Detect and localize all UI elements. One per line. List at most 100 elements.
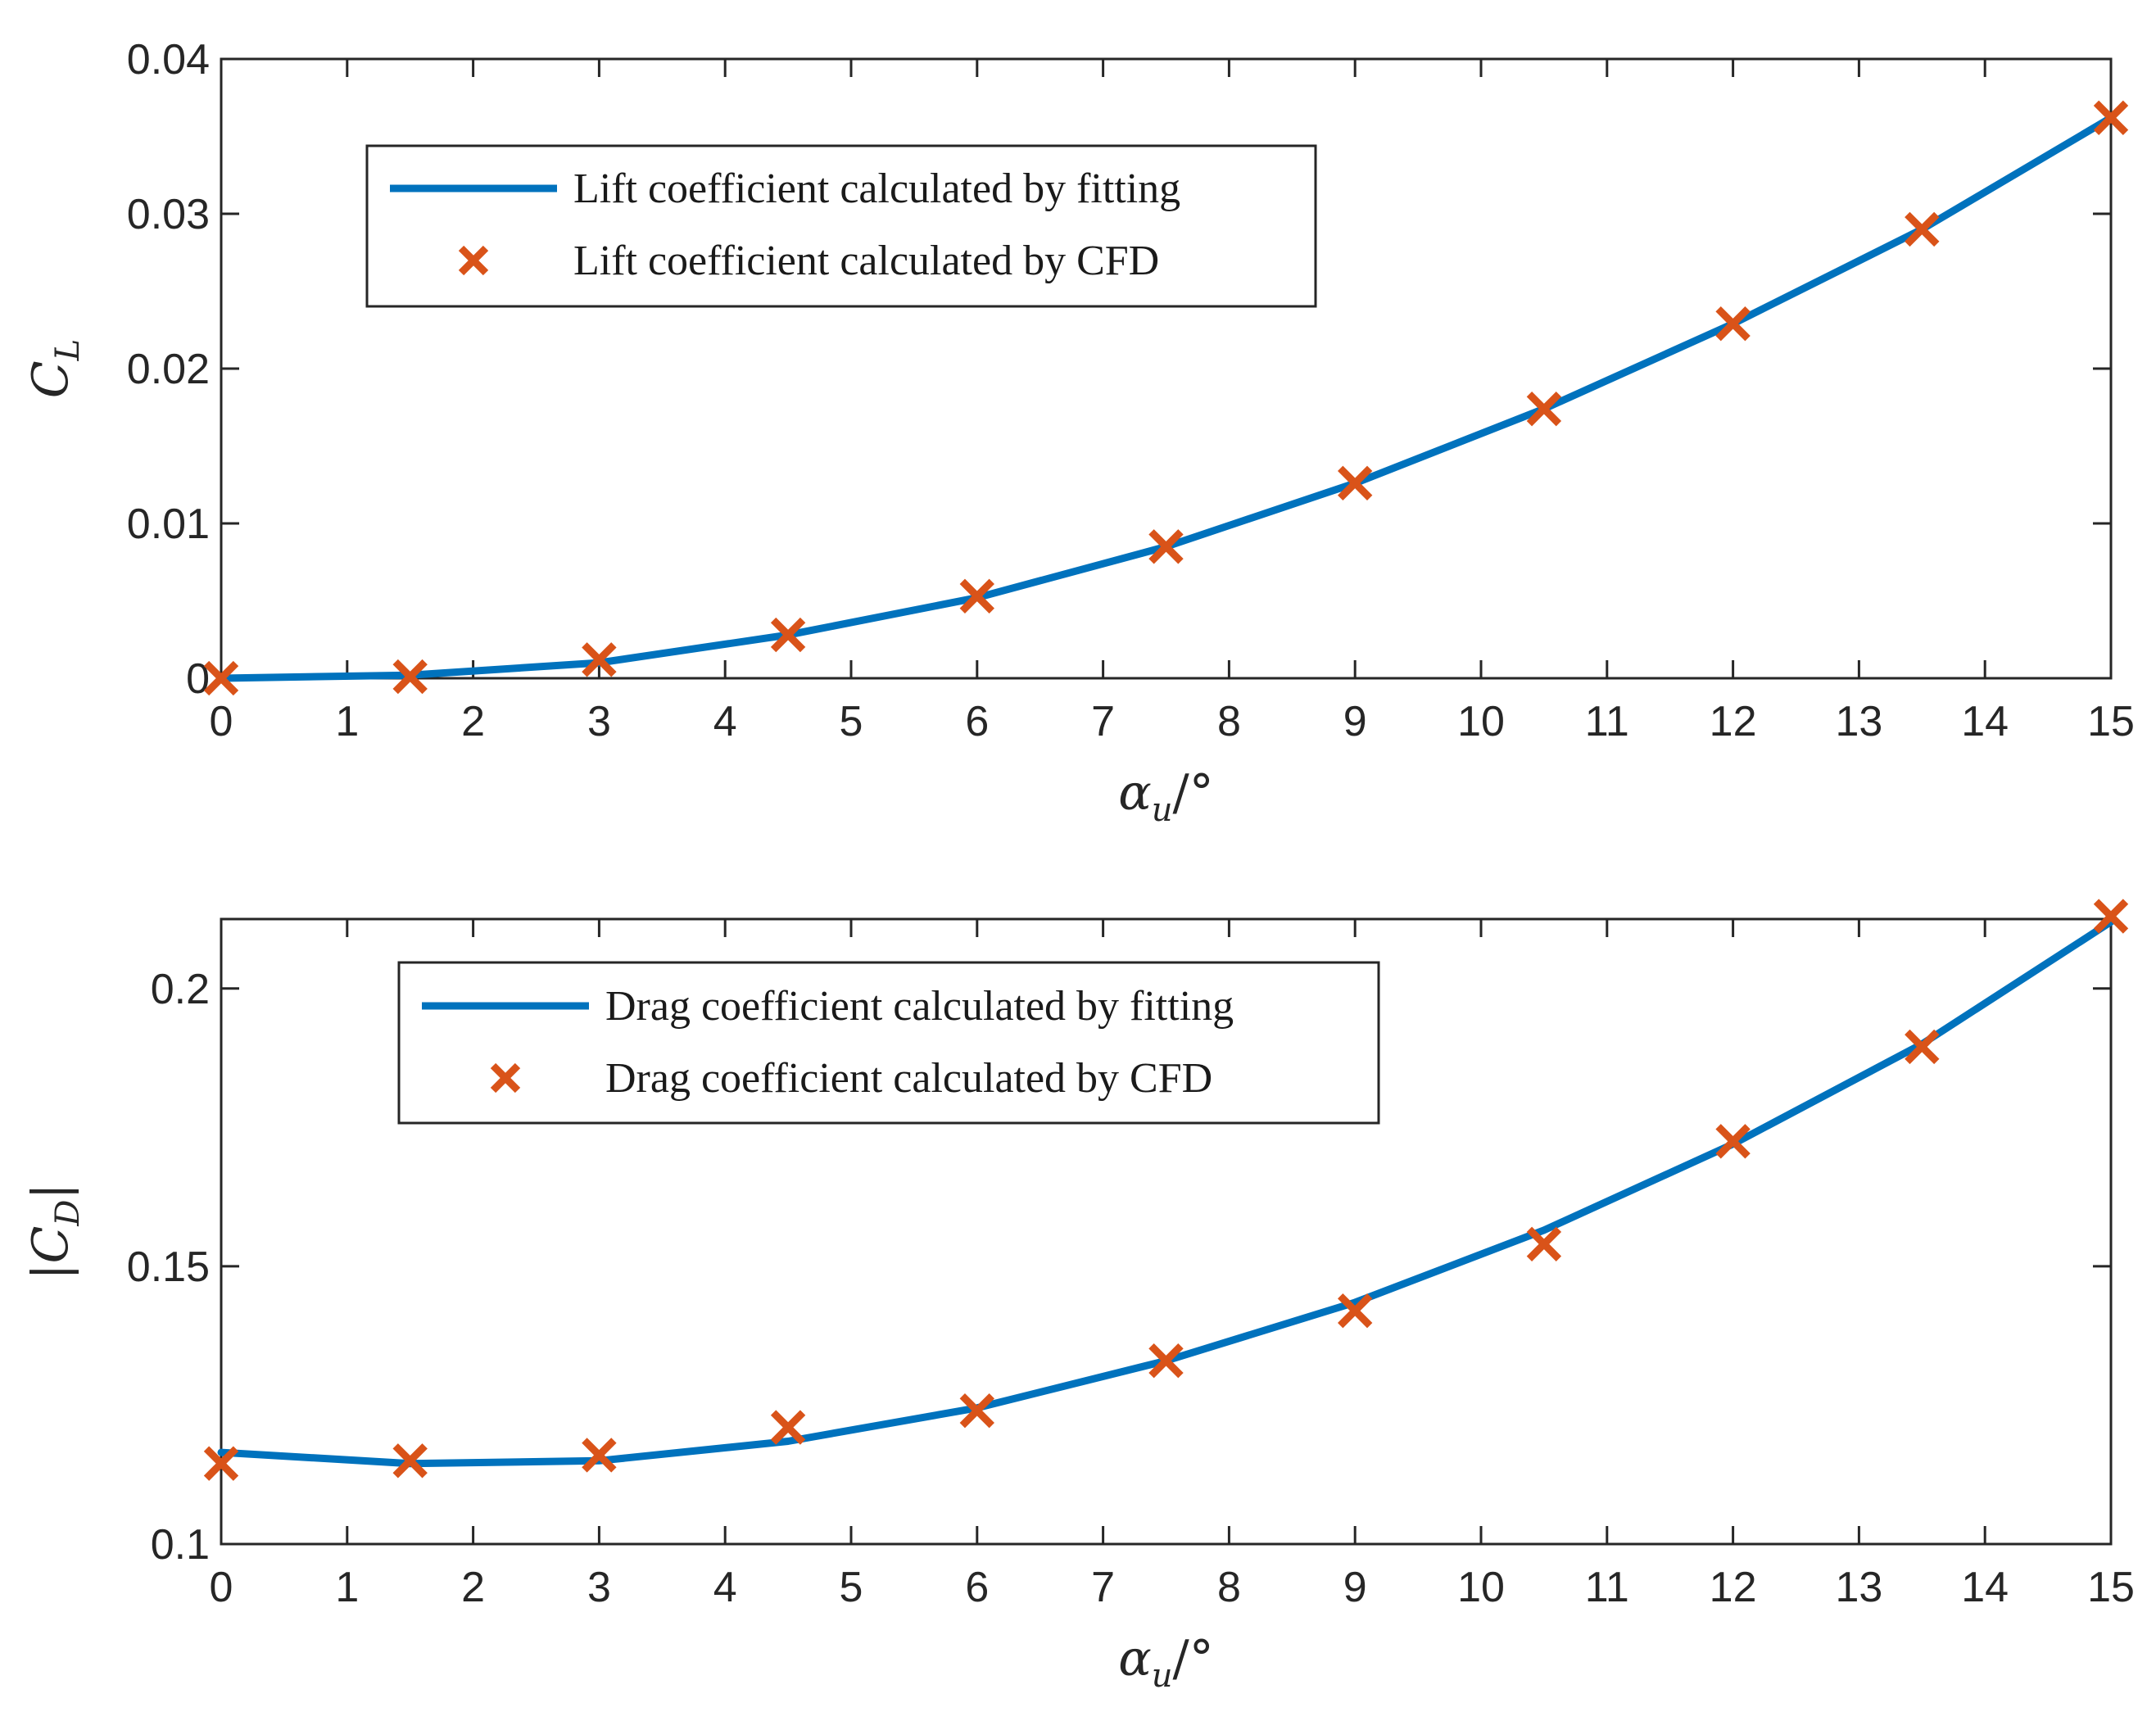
lift-cfd-point [1715,306,1751,342]
drag-cfd-point [582,1438,617,1473]
drag-coefficient-panel: 0 1 2 3 4 5 6 7 8 9 10 11 12 13 14 150.10.150.2αu/°|CD|… [22,899,2135,1695]
lift-x-axis-subscript: u [1152,791,1173,829]
drag-y-axis-symbol: C [22,1226,79,1264]
drag-x-tick-label: 5 [840,1564,863,1611]
drag-legend-cfd-label: Drag coefficient calculated by CFD [605,1055,1212,1102]
drag-cfd-point-stroke [1148,1343,1184,1379]
drag-legend: Drag coefficient calculated by fitting Dr… [397,961,1380,1125]
lift-x-tick-label: 9 [1343,698,1367,745]
lift-cfd-point-stroke [2093,100,2129,136]
lift-legend-marker-stroke [458,245,489,276]
lift-cfd-point [959,578,994,614]
lift-cfd-point [1905,211,1940,247]
drag-legend-marker-swatch [490,1062,521,1094]
drag-cfd-point [1148,1343,1184,1379]
drag-y-tick-label: 0.15 [127,1243,210,1291]
drag-x-tick-label: 13 [1835,1564,1882,1611]
drag-y-tick-label: 0.1 [151,1521,210,1569]
lift-x-tick-label: 13 [1835,698,1882,745]
lift-legend-fitting-label: Lift coefficient calculated by fitting [573,165,1180,212]
drag-x-tick-label: 8 [1217,1564,1241,1611]
lift-cfd-point-stroke [392,659,428,695]
drag-x-tick-label: 3 [587,1564,611,1611]
drag-cfd-point [959,1393,994,1429]
drag-cfd-point-stroke [2093,899,2129,934]
lift-y-tick-label: 0.04 [127,36,210,84]
lift-x-tick-label: 8 [1217,698,1241,745]
lift-y-tick-label: 0.03 [127,191,210,238]
drag-y-axis-abs-open: | [22,1264,79,1280]
drag-cfd-point-stroke [1338,1293,1373,1329]
drag-legend-box [397,961,1380,1125]
drag-x-axis-unit: /° [1173,1630,1214,1687]
lift-x-tick-label: 14 [1961,698,2009,745]
lift-cfd-point [392,659,428,695]
lift-cfd-point [770,617,806,653]
drag-cfd-point-stroke [1715,1124,1751,1159]
drag-x-tick-label: 12 [1710,1564,1757,1611]
lift-cfd-point [582,642,617,677]
drag-cfd-point [203,1446,239,1481]
lift-x-axis-unit: /° [1173,764,1214,822]
lift-x-tick-label: 3 [587,698,611,745]
drag-cfd-point [1526,1226,1562,1261]
drag-legend-marker-stroke [490,1062,521,1094]
drag-legend-fitting-label: Drag coefficient calculated by fitting [605,983,1234,1030]
drag-cfd-point [770,1410,806,1445]
drag-x-tick-label: 7 [1091,1564,1115,1611]
drag-y-axis-title: |CD| [22,1183,87,1279]
drag-x-tick-label: 4 [713,1564,737,1611]
drag-cfd-point-stroke [582,1438,617,1473]
drag-cfd-point-stroke [203,1446,239,1481]
lift-x-tick-label: 6 [965,698,989,745]
drag-x-axis-subscript: u [1152,1657,1173,1695]
lift-cfd-point-stroke [770,617,806,653]
lift-cfd-point-stroke [582,642,617,677]
lift-x-tick-label: 0 [210,698,233,745]
lift-x-tick-label: 12 [1710,698,1757,745]
drag-cfd-point-stroke [1526,1226,1562,1261]
lift-x-tick-label: 10 [1457,698,1505,745]
lift-legend-cfd-label: Lift coefficient calculated by CFD [573,238,1159,284]
lift-x-tick-label: 5 [840,698,863,745]
drag-x-tick-label: 2 [461,1564,485,1611]
drag-axes-box [220,917,2113,1546]
drag-x-tick-label: 6 [965,1564,989,1611]
lift-cfd-point-stroke [1715,306,1751,342]
lift-cfd-point [203,660,239,696]
lift-cfd-point-stroke [203,660,239,696]
drag-cfd-point-stroke [770,1410,806,1445]
lift-cfd-point-stroke [1905,211,1940,247]
drag-cfd-point-stroke [392,1443,428,1479]
drag-cfd-point [392,1443,428,1479]
lift-cfd-point [1338,465,1373,501]
lift-cfd-point [1148,529,1184,564]
lift-x-tick-label: 7 [1091,698,1115,745]
lift-x-tick-label: 11 [1585,698,1629,745]
lift-cfd-point-stroke [1526,391,1562,427]
lift-x-tick-label: 1 [335,698,359,745]
drag-y-axis-subscript: D [49,1200,87,1227]
lift-x-axis-title: αu/° [1118,764,1214,829]
lift-y-tick-label: 0.01 [127,500,210,548]
drag-x-tick-label: 15 [2087,1564,2135,1611]
drag-cfd-point [1715,1124,1751,1159]
lift-x-tick-label: 15 [2087,698,2135,745]
lift-legend-marker-swatch [458,245,489,276]
lift-x-tick-label: 4 [713,698,737,745]
lift-cfd-point-stroke [1338,465,1373,501]
drag-cfd-point-stroke [959,1393,994,1429]
drag-x-tick-label: 11 [1585,1564,1629,1611]
lift-x-axis-symbol: α [1118,764,1152,822]
lift-y-axis-subscript: L [49,339,87,362]
drag-cfd-point [2093,899,2129,934]
lift-cfd-point-stroke [959,578,994,614]
drag-x-tick-label: 14 [1961,1564,2009,1611]
drag-x-tick-label: 1 [335,1564,359,1611]
lift-cfd-point [1526,391,1562,427]
lift-coefficient-panel: 0 1 2 3 4 5 6 7 8 9 10 11 12 13 14 1500.010.020.030.04α… [22,36,2135,829]
drag-x-axis-title: αu/° [1118,1630,1214,1695]
lift-cfd-point [2093,100,2129,136]
lift-legend: Lift coefficient calculated by fitting Li… [365,144,1317,308]
